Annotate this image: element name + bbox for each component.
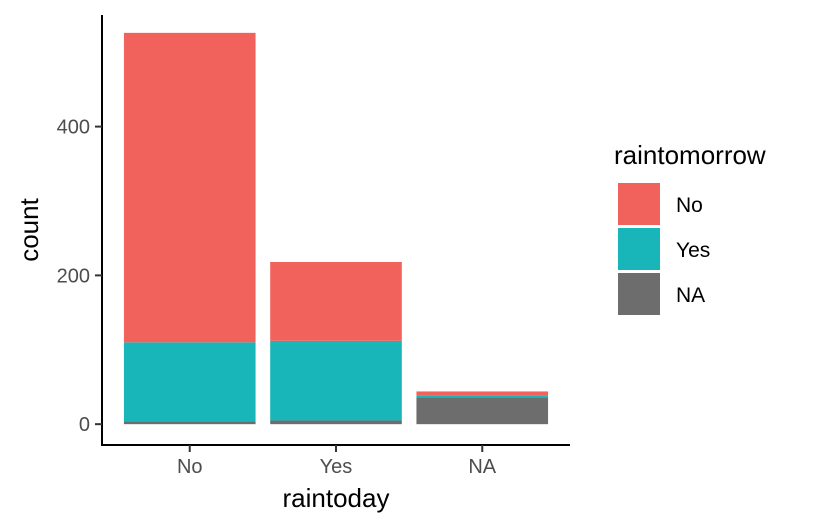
bars-layer — [123, 32, 549, 425]
legend-title: raintomorrow — [614, 140, 766, 170]
bar-yes-yes — [270, 340, 402, 421]
y-tick-label-0: 0 — [79, 414, 90, 436]
bar-no-na — [123, 421, 256, 425]
legend-items: No Yes NA — [618, 183, 710, 315]
legend-swatch-no — [618, 183, 660, 225]
bar-na-na — [416, 397, 549, 425]
y-axis-title: count — [14, 197, 44, 261]
y-tick-label-200: 200 — [57, 265, 90, 287]
x-axis-title: raintoday — [283, 483, 390, 513]
bar-na-no — [416, 391, 549, 396]
bar-yes-na — [270, 420, 402, 425]
bar-no-no — [123, 32, 256, 343]
legend-swatch-na — [618, 273, 660, 315]
bar-na-yes — [416, 395, 549, 398]
legend-label-na: NA — [676, 284, 705, 307]
x-ticks-layer: No Yes NA — [177, 445, 497, 478]
bar-yes-no — [270, 261, 402, 341]
x-tick-label-yes: Yes — [320, 456, 353, 478]
x-tick-label-na: NA — [468, 456, 496, 478]
legend-swatch-yes — [618, 228, 660, 270]
bar-no-yes — [123, 342, 256, 422]
legend-label-yes: Yes — [676, 239, 710, 262]
legend: raintomorrow No Yes NA — [614, 140, 766, 315]
legend-label-no: No — [676, 194, 703, 217]
x-tick-label-no: No — [177, 456, 203, 478]
y-ticks-layer: 0 200 400 — [57, 117, 102, 436]
y-tick-label-400: 400 — [57, 117, 90, 139]
